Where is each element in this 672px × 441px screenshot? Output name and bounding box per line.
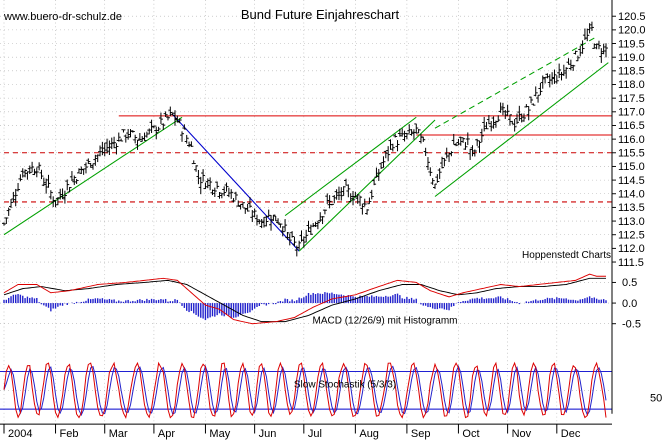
month-label: Jun xyxy=(259,428,277,440)
price-tick-label: 120.0 xyxy=(618,25,646,37)
price-tick-label: 116.0 xyxy=(618,134,645,146)
month-label: Apr xyxy=(158,428,175,440)
macd-signal-line xyxy=(3,277,606,323)
credit-label: Hoppenstedt Charts xyxy=(522,250,611,261)
macd-tick-label: 0.0 xyxy=(622,298,637,310)
trend-line xyxy=(3,116,183,236)
price-tick-label: 115.0 xyxy=(618,161,645,173)
macd-line xyxy=(3,273,606,325)
price-tick-label: 117.5 xyxy=(618,93,645,105)
price-tick-label: 112.5 xyxy=(618,230,645,242)
stochastic-label: Slow Stochastik (5/3/3) xyxy=(294,380,396,391)
price-tick-label: 112.0 xyxy=(618,243,645,255)
macd-tick-label: 0.5 xyxy=(622,277,637,289)
month-label: Feb xyxy=(60,428,79,440)
stochastic-k-line xyxy=(3,361,607,419)
price-tick-label: 115.5 xyxy=(618,148,645,160)
month-label: Jul xyxy=(308,428,322,440)
stochastic-panel xyxy=(0,361,612,419)
price-tick-label: 113.0 xyxy=(618,216,645,228)
price-tick-label: 118.5 xyxy=(618,66,645,78)
trend-line xyxy=(434,62,609,197)
price-tick-label: 118.0 xyxy=(618,79,645,91)
price-tick-label: 116.5 xyxy=(618,120,645,132)
price-tick-label: 120.5 xyxy=(618,11,646,23)
stochastic-tick-label: 50 xyxy=(650,393,662,405)
month-label: May xyxy=(209,428,230,440)
price-panel xyxy=(2,21,612,257)
watermark-text: www.buero-dr-schulz.de xyxy=(3,11,122,23)
price-tick-label: 111.5 xyxy=(618,257,644,269)
month-label: Mar xyxy=(109,428,128,440)
month-label: 2004 xyxy=(8,428,32,440)
trend-line xyxy=(284,116,417,217)
price-tick-label: 119.0 xyxy=(618,52,645,64)
trend-line xyxy=(298,119,436,252)
month-label: Sep xyxy=(411,428,431,440)
price-tick-label: 114.0 xyxy=(618,189,645,201)
trend-line xyxy=(172,114,300,252)
macd-tick-label: -0.5 xyxy=(622,319,641,331)
price-tick-label: 119.5 xyxy=(618,38,645,50)
month-label: Aug xyxy=(359,428,379,440)
month-label: Nov xyxy=(512,428,532,440)
month-label: Oct xyxy=(462,428,479,440)
trend-line xyxy=(434,37,595,129)
macd-panel xyxy=(3,273,607,325)
month-label: Dec xyxy=(561,428,581,440)
chart-title: Bund Future Einjahreschart xyxy=(241,7,400,22)
stochastic-d-line xyxy=(3,364,607,417)
macd-label: MACD (12/26/9) mit Histogramm xyxy=(312,316,457,327)
price-tick-label: 117.0 xyxy=(618,107,645,119)
price-tick-label: 113.5 xyxy=(618,202,645,214)
price-tick-label: 114.5 xyxy=(618,175,645,187)
